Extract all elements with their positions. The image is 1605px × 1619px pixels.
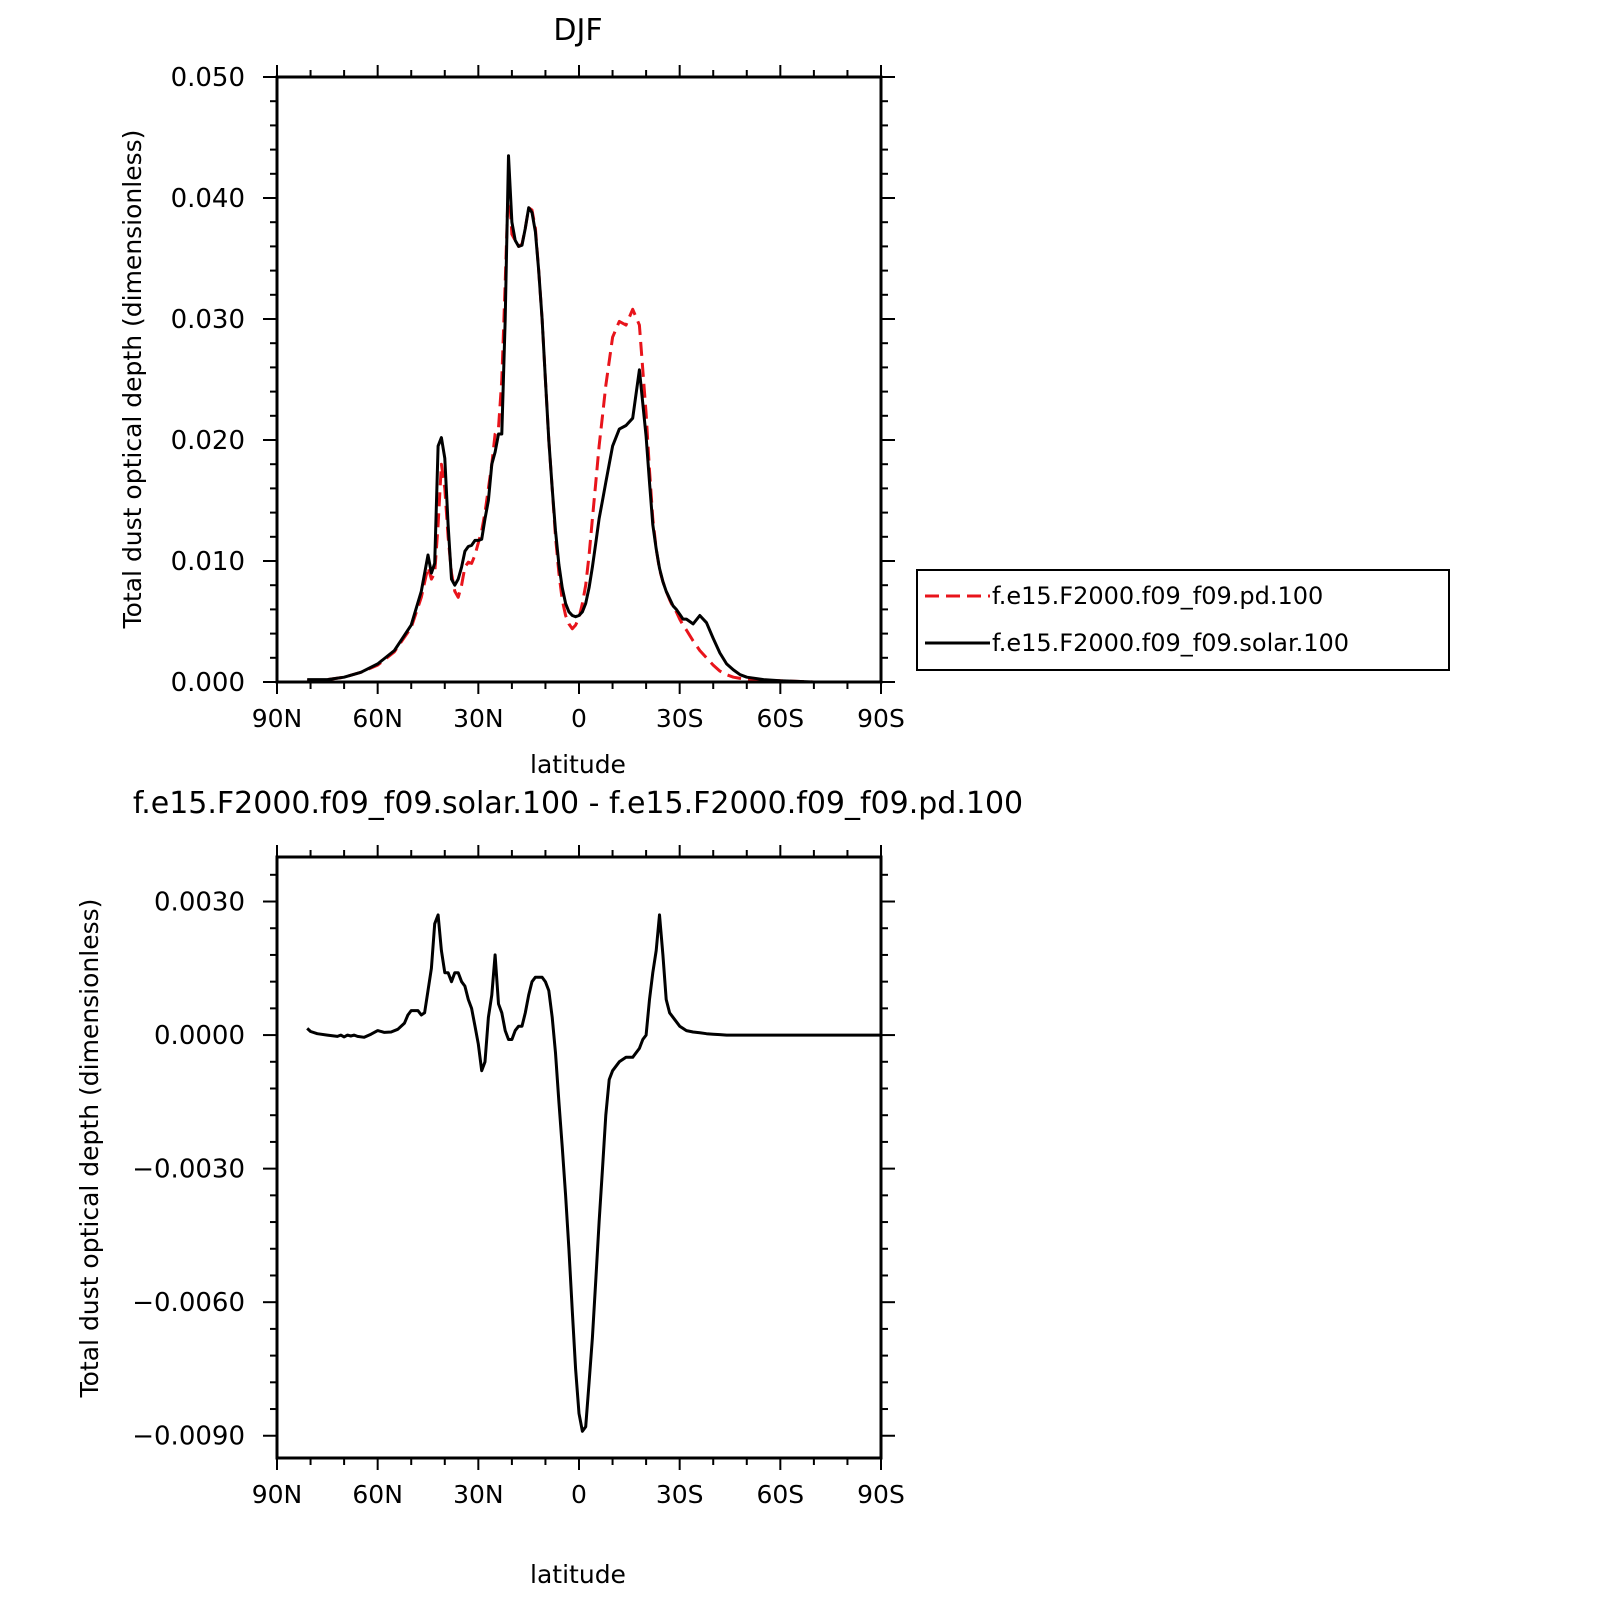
bottom-x-tick-label: 30N bbox=[453, 1480, 504, 1509]
top-y-tick-label: 0.040 bbox=[171, 184, 245, 214]
bottom-panel: f.e15.F2000.f09_f09.solar.100 - f.e15.F2… bbox=[75, 786, 1023, 1589]
bottom-y-tick-label: 0.0030 bbox=[154, 888, 245, 918]
bottom-y-tick-label: −0.0030 bbox=[132, 1155, 245, 1185]
top-y-tick-label: 0.020 bbox=[171, 426, 245, 456]
top-x-tick-label: 0 bbox=[571, 704, 587, 733]
top-plot-frame bbox=[275, 75, 883, 684]
bottom-x-axis-label: latitude bbox=[530, 1560, 626, 1589]
top-y-tick-label: 0.050 bbox=[171, 63, 245, 93]
bottom-x-tick-label: 0 bbox=[571, 1480, 587, 1509]
top-y-tick-label: 0.010 bbox=[171, 547, 245, 577]
top-series-line-0 bbox=[307, 178, 881, 684]
top-y-axis-label: Total dust optical depth (dimensionless) bbox=[118, 130, 147, 630]
top-panel-title: DJF bbox=[553, 13, 602, 48]
bottom-series-group bbox=[306, 913, 881, 1433]
bottom-plot-frame bbox=[275, 855, 883, 1460]
top-panel: DJF 90N 60N 30N 0 30S 60S 90S 0.000 0.010 0.020 0.… bbox=[118, 13, 905, 779]
top-x-axis-label: latitude bbox=[530, 750, 626, 779]
top-x-tick-label: 30N bbox=[453, 704, 504, 733]
bottom-x-tick-label: 90N bbox=[252, 1480, 303, 1509]
bottom-x-tick-label: 90S bbox=[857, 1480, 905, 1509]
top-ticks: 90N 60N 30N 0 30S 60S 90S 0.000 0.010 0.020 0.030 0… bbox=[171, 63, 905, 733]
top-x-tick-label: 90N bbox=[252, 704, 303, 733]
legend: f.e15.F2000.f09_f09.pd.100 f.e15.F2000.f… bbox=[916, 569, 1450, 671]
bottom-x-tick-label: 60N bbox=[352, 1480, 403, 1509]
top-x-tick-label: 60S bbox=[756, 704, 804, 733]
legend-label-pd: f.e15.F2000.f09_f09.pd.100 bbox=[992, 582, 1323, 610]
top-y-tick-label: 0.000 bbox=[171, 668, 245, 698]
bottom-y-tick-label: −0.0090 bbox=[132, 1422, 245, 1452]
top-series-line-1 bbox=[307, 154, 881, 684]
bottom-panel-title: f.e15.F2000.f09_f09.solar.100 - f.e15.F2… bbox=[133, 786, 1023, 821]
bottom-y-tick-label: −0.0060 bbox=[132, 1288, 245, 1318]
top-series-group bbox=[307, 154, 881, 684]
top-x-tick-label: 30S bbox=[656, 704, 704, 733]
legend-box bbox=[916, 569, 1450, 671]
bottom-y-tick-label: 0.0000 bbox=[154, 1021, 245, 1051]
top-y-tick-label: 0.030 bbox=[171, 305, 245, 335]
bottom-x-tick-label: 60S bbox=[756, 1480, 804, 1509]
bottom-ticks: 90N 60N 30N 0 30S 60S 90S 0.0030 0.0000 −0.0030 −0… bbox=[132, 845, 905, 1509]
bottom-y-axis-label: Total dust optical depth (dimensionless) bbox=[75, 899, 104, 1399]
legend-label-solar: f.e15.F2000.f09_f09.solar.100 bbox=[992, 629, 1349, 657]
top-x-tick-label: 90S bbox=[857, 704, 905, 733]
top-x-tick-label: 60N bbox=[352, 704, 403, 733]
bottom-series-line-0 bbox=[306, 913, 881, 1433]
bottom-x-tick-label: 30S bbox=[656, 1480, 704, 1509]
